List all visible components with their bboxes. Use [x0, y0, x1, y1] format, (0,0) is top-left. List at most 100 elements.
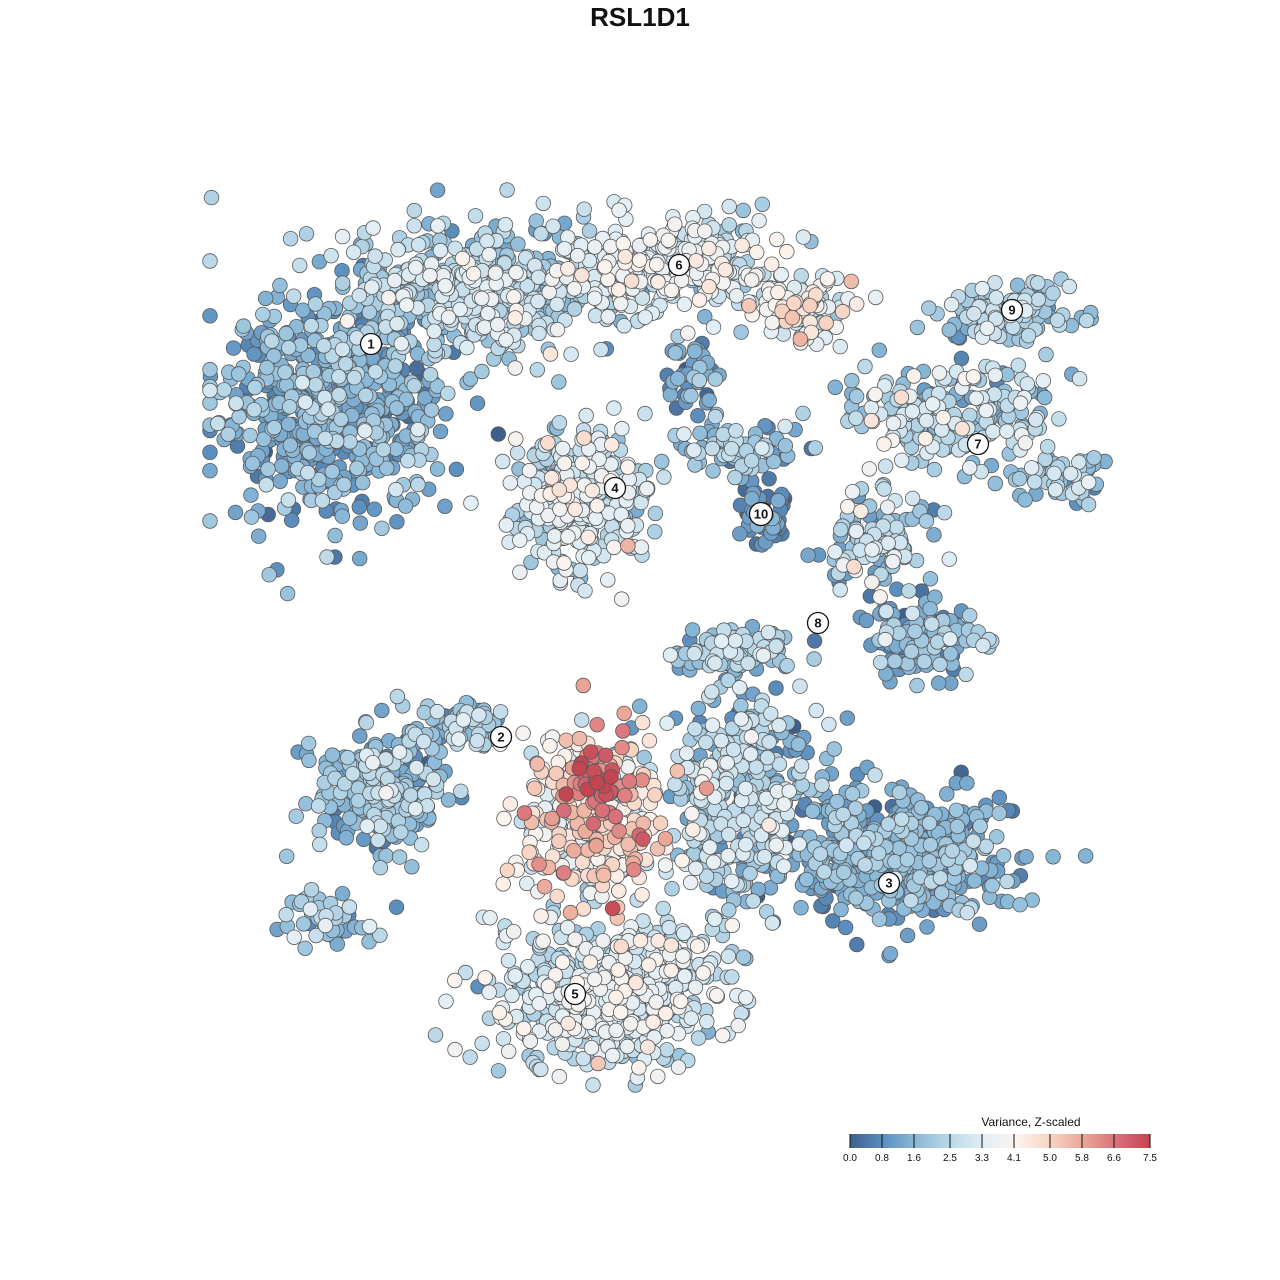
- cell-point: [1049, 312, 1066, 328]
- cell-point: [737, 780, 754, 797]
- cell-point: [613, 295, 629, 312]
- cell-point: [1080, 474, 1097, 491]
- cell-point: [776, 858, 792, 875]
- cell-point: [220, 426, 237, 443]
- cell-point: [848, 410, 864, 426]
- cell-point: [480, 305, 496, 322]
- cell-point: [438, 406, 454, 422]
- cell-point: [918, 412, 935, 429]
- cell-point: [812, 846, 829, 862]
- cell-point: [341, 899, 358, 915]
- cell-point: [806, 651, 822, 667]
- cell-point: [768, 837, 784, 853]
- cell-point: [280, 416, 297, 433]
- cell-point: [278, 906, 294, 923]
- cell-point: [906, 368, 922, 384]
- cell-point: [303, 882, 320, 898]
- cell-point: [806, 633, 823, 649]
- cell-point: [258, 477, 275, 493]
- cell-point: [807, 440, 824, 456]
- cell-point: [389, 400, 405, 416]
- cell-point: [338, 830, 355, 846]
- cell-point: [657, 857, 674, 873]
- cell-point: [899, 927, 916, 944]
- cell-point: [659, 1042, 675, 1058]
- cell-point: [600, 572, 616, 588]
- cell-point: [835, 806, 851, 823]
- cell-point: [756, 848, 773, 865]
- cell-point: [367, 248, 383, 264]
- cell-point: [730, 1017, 746, 1034]
- cell-point: [844, 484, 861, 500]
- cell-point: [864, 574, 880, 591]
- cell-point: [958, 666, 974, 683]
- cell-point: [467, 208, 484, 224]
- cell-point: [447, 972, 463, 989]
- cell-point: [426, 336, 442, 353]
- cell-point: [465, 266, 482, 282]
- cell-point: [560, 529, 576, 545]
- cell-point: [512, 532, 528, 548]
- cell-point: [683, 1010, 699, 1026]
- cell-point: [510, 236, 526, 252]
- cell-point: [372, 860, 389, 876]
- cell-point: [520, 959, 536, 975]
- cell-point: [393, 824, 409, 840]
- cell-point: [686, 645, 703, 662]
- cell-point: [521, 462, 538, 479]
- cell-point: [1023, 460, 1040, 476]
- cell-point: [578, 407, 594, 424]
- cell-point: [743, 729, 760, 745]
- cell-point: [554, 954, 571, 970]
- cell-point: [944, 843, 961, 859]
- cell-point: [707, 655, 723, 671]
- cell-point: [688, 860, 704, 877]
- cell-point: [501, 1043, 517, 1060]
- cell-point: [572, 562, 589, 579]
- cell-point: [574, 455, 590, 471]
- cell-point: [440, 385, 456, 402]
- cell-point: [968, 390, 984, 407]
- cell-point: [959, 775, 975, 791]
- cell-point: [491, 1005, 508, 1021]
- cell-point: [310, 798, 327, 814]
- cell-point: [942, 631, 958, 647]
- cell-point: [495, 453, 511, 470]
- chart-title: RSL1D1: [590, 2, 690, 32]
- cell-point: [288, 808, 304, 824]
- cell-point: [361, 304, 378, 320]
- cell-point: [1045, 285, 1061, 301]
- cell-point: [324, 747, 341, 763]
- cell-point: [286, 929, 302, 946]
- cell-point: [660, 232, 677, 249]
- cell-point: [406, 378, 422, 394]
- cell-point: [334, 275, 351, 291]
- cell-point: [793, 758, 810, 774]
- cell-point: [334, 508, 351, 524]
- cell-point: [577, 583, 593, 599]
- cell-point: [481, 246, 497, 263]
- cell-point: [987, 367, 1004, 384]
- cell-point: [868, 289, 884, 306]
- cell-point: [450, 731, 467, 747]
- cell-point: [659, 1023, 675, 1039]
- cell-point: [795, 229, 812, 245]
- cell-point: [907, 623, 923, 640]
- cell-point: [555, 440, 571, 457]
- cell-point: [391, 744, 408, 760]
- cell-point: [593, 341, 609, 358]
- cell-point: [620, 759, 636, 775]
- cell-point: [662, 387, 679, 403]
- cell-point: [759, 750, 776, 766]
- cell-point: [425, 771, 442, 788]
- cell-point: [508, 264, 524, 281]
- cell-point: [771, 717, 787, 734]
- cell-point: [481, 984, 497, 1000]
- cell-points: [202, 182, 1113, 1093]
- cell-point: [683, 388, 699, 404]
- cell-point: [305, 364, 322, 380]
- cell-point: [861, 461, 878, 477]
- cell-point: [507, 360, 523, 376]
- cell-point: [999, 423, 1015, 440]
